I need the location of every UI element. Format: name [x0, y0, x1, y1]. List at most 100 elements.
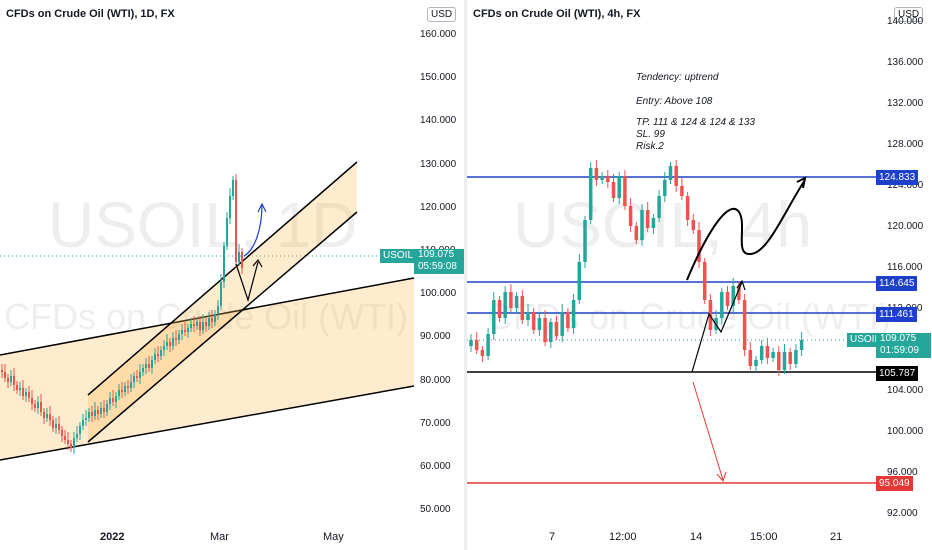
daily-candle-body	[169, 342, 171, 346]
h4-candle-body	[486, 334, 490, 356]
h4-candle-body	[708, 300, 713, 330]
blue-arrowhead	[257, 202, 267, 213]
daily-candle-body	[28, 392, 30, 398]
price-label-120.000: 120.000	[420, 201, 457, 213]
price-label-96.000: 96.000	[887, 467, 918, 478]
daily-candle-body	[82, 420, 84, 426]
blue-up-arrow	[243, 204, 263, 257]
daily-candle-body	[61, 430, 63, 436]
h4-candle-body	[509, 292, 513, 308]
daily-candle-body	[55, 424, 57, 428]
h4-candle-body	[611, 182, 616, 198]
daily-candle-body	[91, 412, 93, 416]
price-label-160.000: 160.000	[420, 29, 457, 40]
daily-candle-body	[4, 372, 6, 378]
level-tag-95049: 95.049	[876, 476, 913, 491]
price-label-60.000: 60.000	[420, 461, 451, 472]
daily-candle-body	[214, 314, 216, 322]
bar-countdown: 01:59:09	[880, 345, 919, 356]
daily-candle-body	[46, 414, 48, 418]
daily-candle-body	[16, 385, 18, 390]
h4-candle-body	[594, 168, 599, 180]
time-label-mar: Mar	[210, 531, 229, 543]
daily-candle-body	[145, 364, 147, 368]
daily-candle-body	[178, 334, 180, 340]
4h-chart-canvas[interactable]	[467, 0, 932, 550]
note-tp: TP. 111 & 124 & 124 & 133	[636, 117, 755, 128]
daily-chart-canvas[interactable]	[0, 0, 464, 550]
daily-candle-body	[34, 404, 36, 408]
last-price-tag: 109.075 01:59:09	[876, 333, 931, 358]
daily-candle-body	[226, 218, 228, 246]
time-label-21: 21	[830, 531, 843, 543]
h4-candle-body	[560, 312, 564, 336]
price-label-100.000: 100.000	[887, 426, 924, 437]
daily-candle-body	[229, 196, 231, 218]
daily-candle-body	[205, 322, 207, 326]
h4-candle-body	[617, 176, 621, 198]
daily-candle-body	[25, 392, 27, 396]
h4-candle-body	[537, 318, 542, 330]
price-label-80.000: 80.000	[420, 374, 451, 386]
stop-loss-arrow	[692, 381, 724, 481]
price-label-90.000: 90.000	[420, 331, 451, 343]
time-label-2022: 2022	[100, 531, 125, 543]
currency-button[interactable]: USD	[894, 7, 924, 22]
price-label-100.000: 100.000	[420, 288, 457, 300]
daily-candle-body	[112, 398, 114, 402]
daily-candle-body	[136, 376, 138, 378]
chart-title: CFDs on Crude Oil (WTI), 4h, FX	[473, 8, 641, 20]
daily-candle-body	[94, 410, 96, 416]
price-label-92.000: 92.000	[887, 508, 918, 519]
daily-candle-body	[241, 252, 243, 268]
level-tag-114645: 114.645	[876, 276, 918, 291]
daily-candle-body	[109, 398, 111, 404]
price-label-132.000: 132.000	[887, 98, 924, 109]
chart-pane-4h[interactable]: USOIL, 4h CFDs on Crude Oil (WTI) CFDs o…	[467, 0, 932, 550]
daily-candle-body	[232, 180, 234, 196]
h4-candle-body	[531, 312, 536, 330]
daily-candle-body	[13, 376, 15, 385]
h4-candle-body	[725, 292, 730, 306]
price-label-150.000: 150.000	[420, 72, 457, 84]
h4-candle-body	[640, 210, 644, 240]
pane-divider[interactable]	[464, 0, 467, 550]
h4-candle-body	[720, 292, 724, 318]
chart-pane-daily[interactable]: USOIL, 1D CFDs on Crude Oil (WTI) CFDs o…	[0, 0, 464, 550]
daily-candle-body	[220, 282, 222, 306]
time-label-1200: 12:00	[609, 531, 637, 543]
price-label-104.000: 104.000	[887, 385, 924, 396]
h4-candle-body	[668, 166, 673, 180]
daily-candle-body	[199, 322, 201, 330]
daily-candle-body	[157, 354, 159, 356]
price-label-120.000: 120.000	[887, 221, 924, 232]
h4-candle-body	[469, 340, 473, 346]
rising-channel-top	[87, 161, 358, 396]
daily-candle-body	[115, 396, 117, 402]
rising-channel-bottom	[87, 211, 358, 443]
daily-candle-body	[154, 354, 156, 360]
daily-candle-body	[217, 306, 219, 314]
h4-candle-body	[577, 262, 582, 300]
daily-candle-body	[130, 382, 132, 388]
h4-candle-body	[588, 168, 593, 220]
daily-candle-body	[64, 436, 66, 440]
daily-candle-body	[22, 388, 24, 396]
daily-candle-body	[7, 378, 9, 382]
h4-candle-body	[583, 220, 587, 262]
h4-candle-body	[651, 218, 656, 228]
h4-candle-body	[628, 206, 633, 226]
currency-button[interactable]: USD	[427, 7, 457, 22]
daily-candle-body	[163, 346, 165, 350]
note-risk: Risk.2	[636, 141, 664, 152]
daily-candle-body	[40, 402, 42, 412]
h4-candle-body	[514, 296, 519, 308]
daily-candle-body	[100, 408, 102, 414]
bar-countdown: 05:59:08	[418, 261, 457, 272]
daily-candle-body	[187, 328, 189, 332]
h4-candle-body	[623, 176, 627, 206]
level-tag-111461: 111.461	[876, 307, 917, 322]
daily-candle-body	[139, 372, 141, 378]
h4-candle-body	[759, 346, 764, 360]
h4-candle-body	[492, 300, 496, 334]
